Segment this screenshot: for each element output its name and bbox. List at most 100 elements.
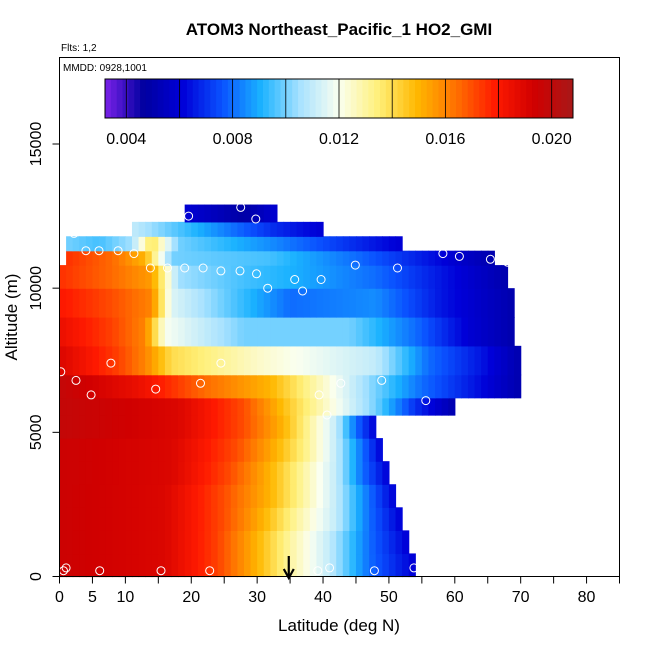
heat-cell [85,345,94,376]
observation-point [113,246,123,256]
heat-cell [342,484,350,508]
heat-cell [349,397,357,416]
heat-cell [408,553,416,578]
heat-cell [131,236,140,252]
heat-cell [375,236,383,252]
heat-cell [178,553,186,578]
observation-point [156,566,166,576]
heat-cell [309,438,318,462]
colorbar-swatch [321,79,328,118]
heat-cell [263,374,271,399]
heat-cell [131,221,140,237]
heat-cell [184,236,192,252]
heat-cell [191,507,199,531]
heat-cell [105,530,113,555]
heat-cell [72,288,80,318]
heat-cell [362,553,370,578]
heat-cell [171,397,179,416]
heat-cell [270,265,278,289]
heat-cell [125,236,133,252]
heat-cell [336,345,344,376]
colorbar-tick-label: 0.016 [425,131,465,148]
heat-cell [92,507,100,531]
heat-cell [276,288,285,318]
x-axis-label: Latitude (deg N) [278,616,400,635]
colorbar: 0.004 0.008 0.012 0.016 0.020 [104,78,574,148]
heat-cell [382,345,390,376]
colorbar-tick-label: 0.012 [319,131,359,148]
heat-cell [112,397,120,416]
x-tick-label: 50 [380,589,398,606]
heat-cell [296,288,304,318]
heat-cell [131,265,140,289]
heat-cell [237,236,245,252]
heat-cell [316,265,324,289]
heat-cell [131,374,140,399]
heat-cell [92,345,100,376]
heat-cell [487,265,495,289]
heat-cell [164,415,173,439]
heat-cell [342,461,350,485]
heat-cell [178,317,186,347]
heat-cell [323,374,331,399]
heat-cell [211,204,219,223]
heat-cell [178,507,186,531]
heat-cell [79,415,87,439]
heat-cell [316,317,324,347]
heat-cell [270,317,278,347]
heat-cell [263,415,271,439]
heat-cell [428,288,436,318]
heat-cell [79,345,87,376]
heat-cell [191,461,199,485]
heat-cell [369,250,377,266]
heat-cell [105,317,113,347]
heat-cell [204,265,212,289]
heat-cell [303,553,311,578]
heat-cell [184,397,192,416]
heat-cell [191,221,199,237]
heat-cell [217,415,225,439]
heat-cell [494,317,502,347]
heat-cell [474,288,482,318]
heat-cell [283,221,291,237]
heat-cell [303,461,311,485]
heat-cell [131,438,140,462]
heat-cell [349,374,357,399]
heat-cell [59,397,67,416]
heat-cell [296,507,304,531]
heat-cell [171,530,179,555]
heat-cell [481,288,489,318]
colorbar-swatch [222,79,229,118]
heat-cell [151,288,159,318]
heat-cell [178,236,186,252]
heat-cell [362,461,370,485]
heat-cell [349,415,357,439]
heat-cell [164,553,173,578]
heat-cell [99,397,107,416]
heat-cell [79,317,87,347]
heat-cell [99,288,107,318]
heat-cell [243,553,252,578]
heat-cell [362,317,370,347]
heat-cell [507,288,515,318]
heat-cell [72,484,80,508]
heat-cell [118,236,126,252]
colorbar-swatch [198,79,205,118]
observation-point [503,257,512,267]
heat-cell [197,438,206,462]
heat-cell [92,288,100,318]
heat-cell [145,221,153,237]
heat-cell [151,553,159,578]
heat-cell [79,530,87,555]
heat-cell [204,507,212,531]
heat-cell [257,553,265,578]
chart-title: ATOM3 Northeast_Pacific_1 HO2_GMI [186,20,492,39]
x-tick-label: 30 [248,589,266,606]
heat-cell [441,265,449,289]
colorbar-swatch [163,79,170,118]
heat-cell [138,317,146,347]
heat-cell [494,345,502,376]
heat-cell [112,484,120,508]
heat-cell [184,374,192,399]
heat-cell [415,397,423,416]
